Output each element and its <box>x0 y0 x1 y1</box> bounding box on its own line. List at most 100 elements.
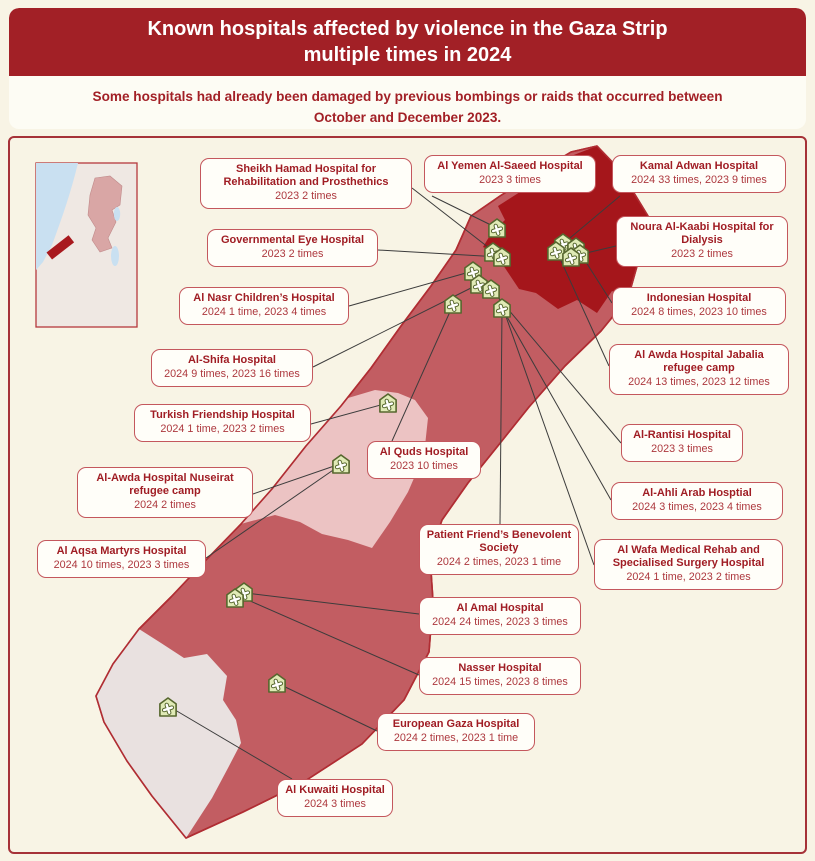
hospital-name: Al Aqsa Martyrs Hospital <box>56 545 187 557</box>
hospital-label-patient-friends: Patient Friend’s Benevolent Society 2024 … <box>419 524 579 576</box>
hospital-label-al-yemen-al-saeed: Al Yemen Al-Saeed Hospital 2023 3 times <box>424 155 596 194</box>
hospital-attack-count: 2023 2 times <box>261 248 324 261</box>
callout-line-al-yemen-al-saeed <box>431 195 498 229</box>
callout-line-kamal-adwan <box>563 195 621 244</box>
inset-dead-sea <box>111 246 119 266</box>
callout-line-al-kuwaiti <box>169 706 293 780</box>
hospital-name: Patient Friend’s Benevolent Society <box>426 529 572 555</box>
inset-gaza-strip-marker <box>46 235 75 260</box>
region-rafah <box>96 629 241 838</box>
hospital-name: Al Wafa Medical Rehab and Specialised Su… <box>612 544 765 570</box>
callout-line-al-rantisi <box>490 288 622 444</box>
hospital-name: Indonesian Hospital <box>646 292 752 304</box>
inset-locator-map <box>35 162 138 328</box>
hospital-label-european-gaza: European Gaza Hospital 2024 2 times, 2023… <box>377 713 535 752</box>
callout-line-turkish-friendship <box>310 402 389 425</box>
hospital-attack-count: 2024 9 times, 2023 16 times <box>164 368 300 381</box>
hospital-name: European Gaza Hospital <box>392 718 520 730</box>
hospital-label-kamal-adwan: Kamal Adwan Hospital 2024 33 times, 2023 … <box>612 155 786 194</box>
hospital-attack-count: 2024 1 time, 2023 2 times <box>626 571 751 584</box>
hospital-attack-count: 2023 10 times <box>390 460 458 473</box>
hospital-name: Noura Al-Kaabi Hospital for Dialysis <box>630 221 774 247</box>
hospital-attack-count: 2024 1 time, 2023 4 times <box>201 306 327 319</box>
hospital-label-al-rantisi: Al-Rantisi Hospital 2023 3 times <box>621 424 743 463</box>
callout-line-al-quds <box>391 304 454 442</box>
inset-sea <box>36 163 78 270</box>
hospital-attack-count: 2024 33 times, 2023 9 times <box>631 174 767 187</box>
region-north-gaza <box>483 146 648 313</box>
hospital-attack-count: 2024 2 times, 2023 1 time <box>393 732 519 745</box>
hospital-label-al-quds: Al Quds Hospital 2023 10 times <box>367 441 481 480</box>
hospital-name: Al Nasr Children’s Hospital <box>193 292 335 304</box>
hospital-label-indonesian: Indonesian Hospital 2024 8 times, 2023 10… <box>612 287 786 326</box>
hospital-name: Turkish Friendship Hospital <box>150 409 295 421</box>
hospital-attack-count: 2024 1 time, 2023 2 times <box>160 423 285 436</box>
hospital-label-al-ahli-arab: Al-Ahli Arab Hosptial 2024 3 times, 2023 … <box>611 482 783 521</box>
hospital-label-al-shifa: Al-Shifa Hospital 2024 9 times, 2023 16 t… <box>151 349 313 388</box>
hospital-label-al-wafa: Al Wafa Medical Rehab and Specialised Su… <box>594 539 783 591</box>
hospital-label-al-amal: Al Amal Hospital 2024 24 times, 2023 3 ti… <box>419 597 581 636</box>
header-card: Known hospitals affected by violence in … <box>9 8 806 129</box>
hospital-name: Al Awda Hospital Jabalia refugee camp <box>634 349 764 375</box>
callout-line-al-aqsa-martyrs <box>205 465 340 559</box>
page-subtitle: Some hospitals had already been damaged … <box>9 76 806 128</box>
callout-line-sheikh-hamad <box>411 187 494 252</box>
callout-line-al-awda-jabalia <box>556 251 610 367</box>
hospital-name: Al Amal Hospital <box>456 602 544 614</box>
hospital-name: Al Yemen Al-Saeed Hospital <box>437 160 583 172</box>
hospital-label-al-awda-nuseirat: Al-Awda Hospital Nuseirat refugee camp 20… <box>77 467 253 519</box>
hospital-attack-count: 2024 10 times, 2023 3 times <box>53 559 190 572</box>
hospital-attack-count: 2024 3 times, 2023 4 times <box>632 501 762 514</box>
page-title: Known hospitals affected by violence in … <box>9 8 806 76</box>
hospital-name: Al-Rantisi Hospital <box>633 429 731 441</box>
hospital-name: Kamal Adwan Hospital <box>639 160 759 172</box>
hospital-label-turkish-friendship: Turkish Friendship Hospital 2024 1 time, … <box>134 404 311 443</box>
hospital-name: Al Kuwaiti Hospital <box>285 784 385 796</box>
hospital-name: Nasser Hospital <box>458 662 542 674</box>
subtitle-line-1: Some hospitals had already been damaged … <box>92 89 723 104</box>
hospital-label-al-kuwaiti: Al Kuwaiti Hospital 2024 3 times <box>277 779 393 818</box>
hospital-attack-count: 2024 2 times <box>134 499 196 512</box>
hospital-label-al-nasr-children: Al Nasr Children’s Hospital 2024 1 time, … <box>179 287 349 326</box>
callout-line-al-wafa <box>503 310 595 566</box>
hospital-attack-count: 2024 15 times, 2023 8 times <box>432 676 568 689</box>
hospital-label-sheikh-hamad: Sheikh Hamad Hospital for Rehabilitation… <box>200 158 412 210</box>
hospital-name: Al-Awda Hospital Nuseirat refugee camp <box>96 472 234 498</box>
hospital-name: Al-Ahli Arab Hosptial <box>642 487 752 499</box>
callout-line-al-amal <box>245 592 420 615</box>
hospital-attack-count: 2023 2 times <box>671 248 733 261</box>
hospital-label-nasser: Nasser Hospital 2024 15 times, 2023 8 tim… <box>419 657 581 696</box>
hospital-label-al-aqsa-martyrs: Al Aqsa Martyrs Hospital 2024 10 times, 2… <box>37 540 206 579</box>
hospital-attack-count: 2024 3 times <box>304 798 366 811</box>
hospital-name: Sheikh Hamad Hospital for Rehabilitation… <box>223 163 389 189</box>
hospital-attack-count: 2023 3 times <box>479 174 541 187</box>
callout-line-al-nasr-children <box>348 270 474 307</box>
hospital-name: Governmental Eye Hospital <box>220 234 365 246</box>
inset-west-bank <box>87 175 123 253</box>
hospital-attack-count: 2023 2 times <box>275 190 337 203</box>
subtitle-line-2: October and December 2023. <box>313 110 502 126</box>
hospital-name: Al Quds Hospital <box>379 446 469 458</box>
callout-line-al-ahli-arab <box>501 307 612 501</box>
hospital-attack-count: 2024 13 times, 2023 12 times <box>628 376 770 389</box>
title-line-1: Known hospitals affected by violence in … <box>147 17 668 40</box>
hospital-attack-count: 2024 8 times, 2023 10 times <box>631 306 767 319</box>
callout-line-european-gaza <box>278 683 378 732</box>
inset-sea-of-galilee <box>113 207 121 221</box>
map-panel <box>8 136 807 854</box>
callout-line-governmental-eye <box>377 249 501 258</box>
hospital-label-noura-al-kaabi: Noura Al-Kaabi Hospital for Dialysis 2023… <box>616 216 788 268</box>
hospital-attack-count: 2023 3 times <box>651 443 713 456</box>
hospital-attack-count: 2024 2 times, 2023 1 time <box>436 556 562 569</box>
hospital-name: Al-Shifa Hospital <box>187 354 276 366</box>
title-line-2: multiple times in 2024 <box>303 44 512 66</box>
hospital-label-governmental-eye: Governmental Eye Hospital 2023 2 times <box>207 229 378 268</box>
callout-line-patient-friends <box>499 309 503 525</box>
hospital-attack-count: 2024 24 times, 2023 3 times <box>432 616 568 629</box>
hospital-label-al-awda-jabalia: Al Awda Hospital Jabalia refugee camp 202… <box>609 344 789 396</box>
callout-line-nasser <box>240 596 420 676</box>
callout-line-al-awda-nuseirat <box>252 463 341 495</box>
